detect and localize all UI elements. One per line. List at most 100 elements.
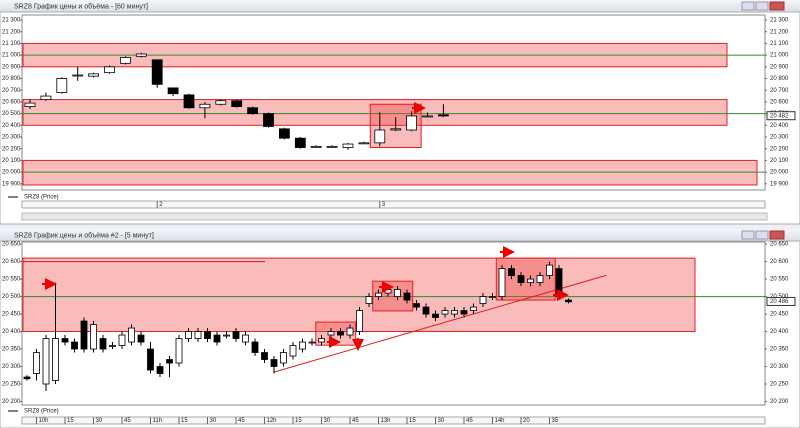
candle-body xyxy=(151,59,163,85)
y-tick-label: 20 650 xyxy=(770,242,789,248)
y-tick-label: 20 500 xyxy=(2,111,21,117)
candle-body xyxy=(280,352,287,364)
y-tick-label: 21 300 xyxy=(2,18,21,24)
candle-body xyxy=(99,338,107,350)
candle-body xyxy=(451,310,458,315)
y-tick-label: 19 900 xyxy=(2,181,21,187)
y-tick-label: 20 600 xyxy=(2,99,21,105)
last-price-tag xyxy=(766,111,796,121)
y-tick-label: 20 550 xyxy=(770,277,789,283)
y-tick-label: 20 900 xyxy=(770,64,789,70)
y-tick-label: 20 300 xyxy=(770,135,789,141)
y-tick-label: 20 100 xyxy=(2,158,21,164)
candle-body xyxy=(109,345,116,347)
candle-body xyxy=(270,359,278,367)
candle-body xyxy=(356,310,363,332)
candle-body xyxy=(374,129,386,144)
candle-body xyxy=(406,115,418,131)
candle-body xyxy=(72,74,84,77)
y-tick-label: 21 100 xyxy=(770,41,789,47)
candle-body xyxy=(365,296,373,304)
y-tick-label: 20 500 xyxy=(2,294,21,300)
title-bar xyxy=(0,0,800,12)
candle-body xyxy=(318,338,325,343)
candle-body xyxy=(310,145,322,148)
candle-body xyxy=(232,331,240,339)
candle-body xyxy=(394,289,401,297)
x-tick-label: 45 xyxy=(352,418,359,424)
candle-body xyxy=(199,103,211,109)
x-tick-label: 45 xyxy=(238,418,245,424)
y-tick-label: 20 600 xyxy=(770,99,789,105)
x-tick-label: 15 xyxy=(409,418,416,424)
candle-body xyxy=(555,268,563,297)
y-tick-label: 20 100 xyxy=(770,158,789,164)
candle-body xyxy=(441,310,449,315)
candle-body xyxy=(375,292,382,297)
scrollbar[interactable] xyxy=(21,212,768,221)
window-buttons[interactable] xyxy=(741,1,785,11)
candle-body xyxy=(536,275,544,283)
arrows xyxy=(42,102,569,351)
y-tick-label: 20 450 xyxy=(2,312,21,318)
x-tick-label: 15 xyxy=(295,418,302,424)
candle-body xyxy=(261,352,268,360)
candle-body xyxy=(390,128,402,131)
y-tick-label: 21 100 xyxy=(2,41,21,47)
y-tick-label: 20 200 xyxy=(2,146,21,152)
y-tick-label: 20 200 xyxy=(2,399,21,405)
candle-body xyxy=(403,292,411,301)
candle-body xyxy=(263,113,274,127)
candle-body xyxy=(166,359,173,364)
y-tick-label: 19 900 xyxy=(770,181,789,187)
x-tick-label: 13h xyxy=(381,418,391,424)
candle-body xyxy=(80,320,88,350)
candle-body xyxy=(498,268,506,297)
candle-body xyxy=(156,366,164,374)
candle-body xyxy=(42,338,50,385)
x-tick-label: 45 xyxy=(466,418,473,424)
last-price-label: 20 482 xyxy=(770,113,789,119)
candle-body xyxy=(479,296,487,304)
candle-body xyxy=(118,334,126,346)
last-price-tag xyxy=(766,296,796,306)
title-bar xyxy=(0,229,800,241)
x-tick-label: 30 xyxy=(210,418,217,424)
window-buttons[interactable] xyxy=(741,230,785,240)
trend-line xyxy=(273,274,607,373)
candle-body xyxy=(278,128,290,139)
candle-body xyxy=(135,53,147,57)
y-tick-label: 20 650 xyxy=(2,242,21,248)
y-tick-label: 20 300 xyxy=(2,364,21,370)
y-tick-label: 20 400 xyxy=(770,123,789,129)
candle-body xyxy=(327,331,335,336)
window-title: SRZ8 График цены и объёма #2 - [5 минут] xyxy=(14,231,154,239)
candle-body xyxy=(231,100,243,107)
x-tick-label: 10h xyxy=(39,418,49,424)
y-tick-label: 21 000 xyxy=(2,53,21,59)
y-tick-label: 20 250 xyxy=(2,382,21,388)
x-axis xyxy=(21,200,766,209)
candle-body xyxy=(23,376,31,380)
candle-body xyxy=(489,296,496,298)
y-tick-label: 20 800 xyxy=(770,76,789,82)
y-tick-label: 20 300 xyxy=(770,364,789,370)
x-axis xyxy=(21,416,766,425)
candle-body xyxy=(358,142,370,145)
x-tick-label: 30 xyxy=(96,418,103,424)
candle-body xyxy=(517,275,525,283)
candle-body xyxy=(251,341,259,353)
x-tick-label: 12h xyxy=(267,418,277,424)
legend-label: SRZ8 (Price) xyxy=(24,195,59,201)
x-tick-label: 30 xyxy=(438,418,445,424)
candle-body xyxy=(185,331,192,339)
price-zone xyxy=(22,159,758,186)
candle-body xyxy=(565,299,572,303)
candle-body xyxy=(167,87,179,95)
candle-body xyxy=(546,264,553,276)
candle-body xyxy=(527,278,534,283)
candle-body xyxy=(204,331,211,339)
candle-body xyxy=(299,341,306,350)
candle-body xyxy=(194,331,202,339)
y-tick-label: 20 250 xyxy=(770,382,789,388)
